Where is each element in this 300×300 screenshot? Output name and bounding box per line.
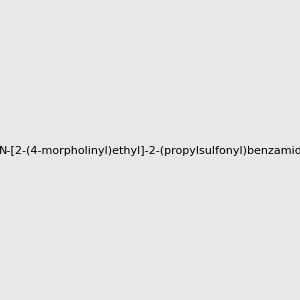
Text: N-[2-(4-morpholinyl)ethyl]-2-(propylsulfonyl)benzamide: N-[2-(4-morpholinyl)ethyl]-2-(propylsulf…	[0, 146, 300, 157]
